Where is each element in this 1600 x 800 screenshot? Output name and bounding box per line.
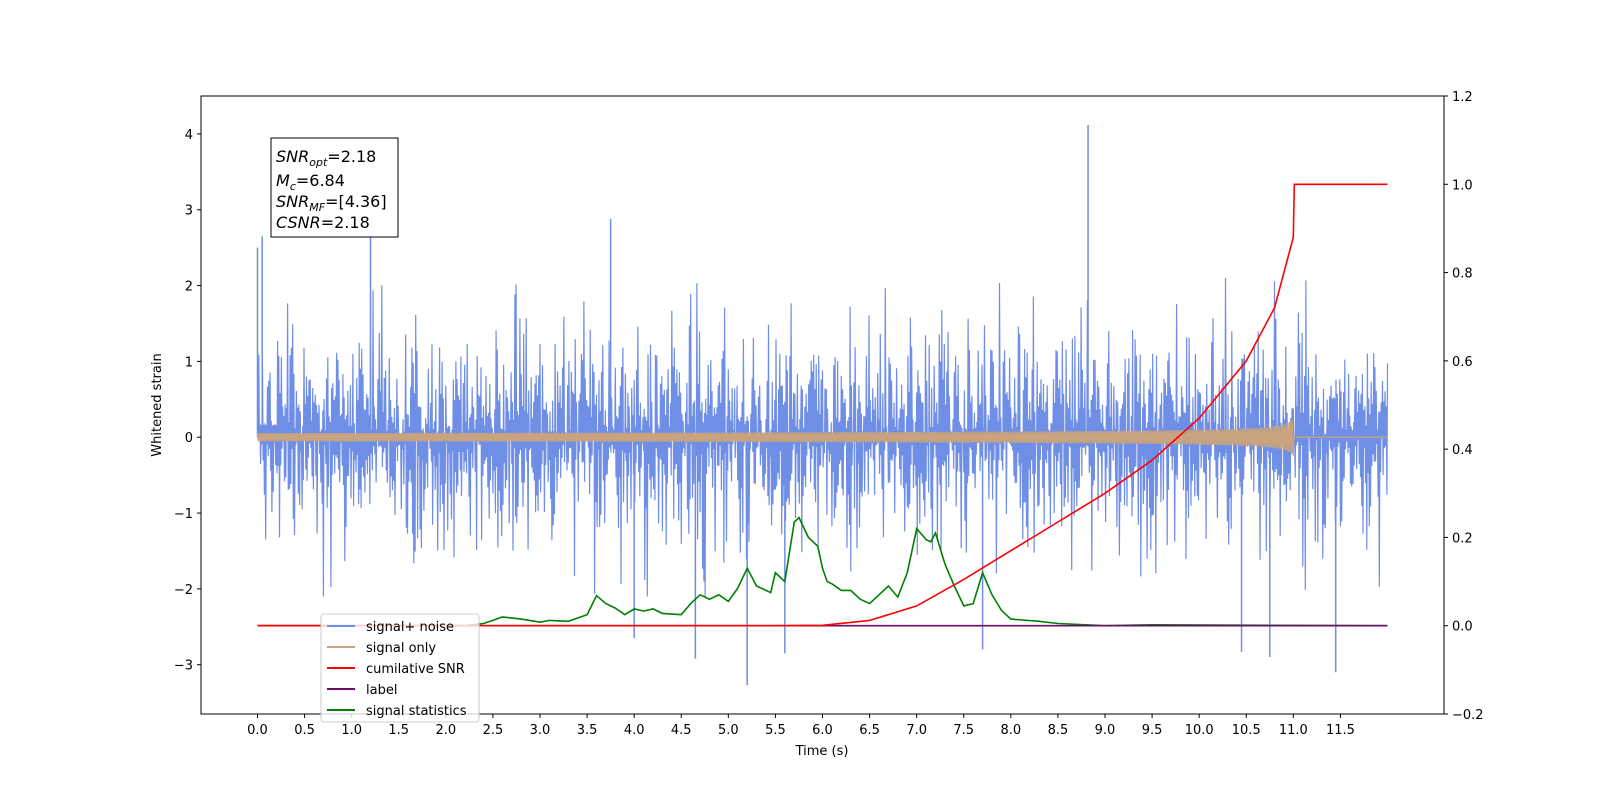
signal-statistics-line <box>257 516 1388 627</box>
y-right-tick-label: −0.2 <box>1452 708 1484 723</box>
x-tick-label: 3.0 <box>530 723 551 738</box>
y-right-tick-label: 0.4 <box>1452 443 1473 458</box>
x-tick-label: 1.5 <box>388 723 409 738</box>
legend-label: cumilative SNR <box>366 662 465 677</box>
x-tick-label: 1.0 <box>341 723 362 738</box>
x-tick-label: 0.5 <box>294 723 315 738</box>
annotation-csnr: CSNR=2.18 <box>276 213 370 232</box>
y-left-tick-label: 1 <box>185 355 193 370</box>
mc-base: M <box>276 171 290 190</box>
legend-item-label: label <box>327 683 397 698</box>
x-tick-label: 2.0 <box>435 723 456 738</box>
y-axis-right-ticks: −0.2 0.0 0.2 0.4 0.6 0.8 1.0 1.2 <box>1444 90 1484 723</box>
x-tick-label: 5.0 <box>718 723 739 738</box>
x-tick-label: 2.5 <box>483 723 504 738</box>
signal-only-line <box>256 419 1388 457</box>
y-axis-left-label: Whitened strain <box>150 353 165 456</box>
x-tick-label: 11.5 <box>1326 723 1355 738</box>
x-tick-label: 10.5 <box>1232 723 1261 738</box>
y-right-tick-label: 0.0 <box>1452 620 1473 635</box>
mc-sub: c <box>290 180 296 193</box>
x-tick-label: 4.5 <box>671 723 692 738</box>
y-left-tick-label: −1 <box>174 507 193 522</box>
x-tick-label: 9.0 <box>1095 723 1116 738</box>
x-axis-label: Time (s) <box>795 744 849 759</box>
snr-mf-base: SNR <box>276 192 309 211</box>
x-tick-label: 6.0 <box>812 723 833 738</box>
x-tick-label: 11.0 <box>1279 723 1308 738</box>
annotation-snr-mf: SNRMF=[4.36] <box>276 192 387 214</box>
x-axis-ticks: 0.0 0.5 1.0 1.5 2.0 2.5 3.0 3.5 4.0 4.5 5.0 5.5 6.0 6… <box>247 714 1355 738</box>
legend-label: signal statistics <box>366 704 467 719</box>
legend-item-cumilative-snr: cumilative SNR <box>327 662 465 677</box>
x-tick-label: 8.5 <box>1048 723 1069 738</box>
x-tick-label: 0.0 <box>247 723 268 738</box>
annotation-box: SNRopt=2.18 Mc=6.84 SNRMF=[4.36] CSNR=2.… <box>270 137 399 238</box>
legend: signal+ noise signal only cumilative SNR la… <box>320 613 480 723</box>
x-tick-label: 4.0 <box>624 723 645 738</box>
x-tick-label: 6.5 <box>859 723 880 738</box>
y-right-tick-label: 1.0 <box>1452 178 1473 193</box>
cumilative-snr-line <box>257 183 1388 627</box>
annotation-frame <box>270 137 399 238</box>
signal-only-series <box>256 419 1388 457</box>
y-left-tick-label: 0 <box>185 431 193 446</box>
snr-opt-base: SNR <box>276 147 309 166</box>
legend-item-signal-only: signal only <box>327 641 436 656</box>
snr-mf-value: =[4.36] <box>325 192 387 211</box>
y-left-tick-label: 3 <box>185 204 193 219</box>
signal-noise-series <box>256 124 1389 686</box>
csnr-value: =2.18 <box>321 213 370 232</box>
y-left-tick-label: −3 <box>174 659 193 674</box>
y-left-tick-label: 2 <box>185 280 193 295</box>
legend-frame <box>320 613 480 723</box>
y-axis-left-ticks: −3 −2 −1 0 1 2 3 4 <box>174 128 201 674</box>
legend-label: signal only <box>366 641 436 656</box>
y-right-tick-label: 0.6 <box>1452 355 1473 370</box>
legend-label: label <box>366 683 397 698</box>
y-left-tick-label: −2 <box>174 583 193 598</box>
x-tick-label: 8.0 <box>1000 723 1021 738</box>
snr-opt-sub: opt <box>309 156 328 169</box>
x-tick-label: 7.0 <box>906 723 927 738</box>
snr-opt-value: =2.18 <box>327 147 376 166</box>
y-left-tick-label: 4 <box>185 128 193 143</box>
y-right-tick-label: 1.2 <box>1452 90 1473 105</box>
y-right-tick-label: 0.2 <box>1452 531 1473 546</box>
snr-mf-sub: MF <box>309 201 325 214</box>
y-right-tick-label: 0.8 <box>1452 267 1473 282</box>
legend-label: signal+ noise <box>366 620 454 635</box>
annotation-snr-opt: SNRopt=2.18 <box>276 147 376 169</box>
x-tick-label: 5.5 <box>765 723 786 738</box>
x-tick-label: 3.5 <box>577 723 598 738</box>
annotation-mc: Mc=6.84 <box>276 171 345 193</box>
legend-item-signal-noise: signal+ noise <box>327 620 454 635</box>
x-tick-label: 10.0 <box>1185 723 1214 738</box>
x-tick-label: 7.5 <box>953 723 974 738</box>
csnr-base: CSNR <box>276 213 321 232</box>
legend-item-signal-statistics: signal statistics <box>327 704 467 719</box>
signal-noise-line <box>256 277 1389 597</box>
x-tick-label: 9.5 <box>1142 723 1163 738</box>
mc-value: =6.84 <box>296 171 345 190</box>
